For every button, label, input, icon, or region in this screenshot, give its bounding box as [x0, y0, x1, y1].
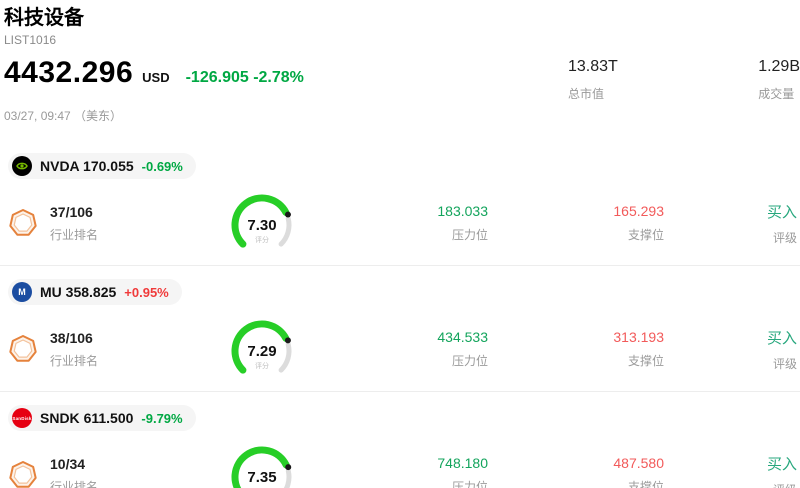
- index-change: -126.905 -2.78%: [185, 69, 304, 86]
- industry-rank-value: 10/34: [50, 455, 86, 472]
- rank-text: 10/34 行业排名: [50, 456, 98, 488]
- score-gauge-wrap: 7.30 评分: [214, 191, 310, 255]
- page-title: 科技设备: [4, 7, 84, 29]
- stock-symbol-price: MU 358.825: [40, 284, 116, 300]
- stock-change: +0.95%: [124, 284, 169, 300]
- support-label: 支撑位: [627, 480, 664, 488]
- score-value: 7.30: [247, 217, 277, 234]
- rating-value: 买入: [766, 203, 797, 221]
- quote-timestamp: 03/27, 09:47 （美东）: [4, 109, 123, 123]
- volume-label: 成交量: [758, 87, 795, 101]
- industry-rank: 37/106 行业排名: [8, 204, 214, 243]
- stock-list: NVDA 170.055 -0.69% 37/106 行业排名: [0, 140, 800, 488]
- resistance-col: 183.033 压力位: [310, 203, 488, 243]
- volume-value: 1.29B: [758, 58, 800, 75]
- score-label: 评分: [255, 237, 269, 244]
- rank-text: 38/106 行业排名: [50, 330, 98, 369]
- rating-col: 买入 评级: [664, 201, 800, 246]
- rating-col: 买入 评级: [664, 453, 800, 488]
- rating-col: 买入 评级: [664, 327, 800, 372]
- resistance-label: 压力位: [451, 228, 488, 242]
- industry-rank-value: 37/106: [50, 203, 93, 220]
- support-col: 313.193 支撑位: [488, 329, 664, 369]
- rating-label: 评级: [772, 356, 797, 371]
- industry-rank-label: 行业排名: [50, 479, 99, 488]
- currency-label: USD: [142, 70, 170, 85]
- score-gauge: 7.35 评分: [222, 443, 302, 488]
- stock-pill[interactable]: NVDA 170.055 -0.69%: [8, 153, 196, 179]
- stock-symbol: SNDK: [40, 410, 80, 426]
- resistance-value: 183.033: [437, 203, 488, 219]
- resistance-col: 434.533 压力位: [310, 329, 488, 369]
- list-id: LIST1016: [4, 33, 57, 47]
- support-col: 165.293 支撑位: [488, 203, 664, 243]
- rating-value: 买入: [766, 455, 797, 473]
- market-cap-value: 13.83T: [568, 58, 618, 75]
- score-value: 7.35: [247, 469, 277, 486]
- rating-label: 评级: [664, 481, 797, 488]
- header: 科技设备 LIST1016 4432.296 USD -126.905 -2.7…: [0, 0, 800, 124]
- stock-price: 358.825: [65, 284, 117, 300]
- industry-rank-label: 行业排名: [50, 353, 99, 368]
- price-row: 4432.296 USD -126.905 -2.78% 13.83T 总市值 …: [4, 56, 800, 102]
- score-gauge-wrap: 7.29 评分: [214, 317, 310, 381]
- stock-symbol: MU: [40, 284, 62, 300]
- nvidia-logo-icon: [12, 156, 32, 176]
- support-label: 支撑位: [627, 354, 664, 368]
- score-gauge-wrap: 7.35 评分: [214, 443, 310, 488]
- stock-metrics: 38/106 行业排名 7.29 评分 434.533 压力位 31: [0, 318, 800, 380]
- stock-pill[interactable]: SanDisk SNDK 611.500 -9.79%: [8, 405, 196, 431]
- industry-rank: 10/34 行业排名: [8, 456, 214, 488]
- support-value: 487.580: [613, 455, 664, 471]
- industry-rank-badge-icon: [8, 334, 38, 364]
- industry-rank: 38/106 行业排名: [8, 330, 214, 369]
- stock-change: -0.69%: [141, 158, 183, 174]
- resistance-col: 748.180 压力位: [310, 455, 488, 488]
- gauge-arc: [222, 191, 302, 255]
- stock-price: 611.500: [83, 410, 134, 426]
- score-gauge: 7.30 评分: [222, 191, 302, 255]
- stock-row-sndk[interactable]: SanDisk SNDK 611.500 -9.79% 10/34 行业排名: [0, 391, 800, 488]
- stock-price: 170.055: [83, 158, 134, 174]
- header-stats: 13.83T 总市值 1.29B 成交量: [568, 56, 800, 102]
- stock-metrics: 10/34 行业排名 7.35 评分 748.180 压力位 487: [0, 444, 800, 488]
- rating-value: 买入: [766, 329, 797, 347]
- stock-change: -9.79%: [141, 410, 183, 426]
- score-gauge: 7.29 评分: [222, 317, 302, 381]
- score-label: 评分: [255, 363, 269, 370]
- industry-rank-badge-icon: [8, 460, 38, 488]
- market-cap-stat: 13.83T 总市值: [568, 58, 618, 102]
- stock-row-nvda[interactable]: NVDA 170.055 -0.69% 37/106 行业排名: [0, 140, 800, 265]
- gauge-arc: [222, 443, 302, 488]
- sandisk-logo-icon: SanDisk: [12, 408, 32, 428]
- industry-rank-value: 38/106: [50, 329, 93, 346]
- gauge-arc: [222, 317, 302, 381]
- support-value: 313.193: [613, 329, 664, 345]
- index-price: 4432.296: [4, 56, 134, 89]
- resistance-value: 748.180: [437, 455, 488, 471]
- support-col: 487.580 支撑位: [488, 455, 664, 488]
- support-label: 支撑位: [627, 228, 664, 242]
- micron-logo-icon: M: [12, 282, 32, 302]
- stock-metrics: 37/106 行业排名 7.30 评分 183.033 压力位 16: [0, 192, 800, 254]
- market-cap-label: 总市值: [568, 87, 605, 101]
- resistance-label: 压力位: [451, 480, 488, 488]
- stock-row-mu[interactable]: M MU 358.825 +0.95% 38/106 行业排名: [0, 265, 800, 391]
- rank-text: 37/106 行业排名: [50, 204, 98, 243]
- stock-pill[interactable]: M MU 358.825 +0.95%: [8, 279, 182, 305]
- support-value: 165.293: [613, 203, 664, 219]
- stock-symbol-price: NVDA 170.055: [40, 158, 134, 174]
- resistance-value: 434.533: [437, 329, 488, 345]
- stock-symbol: NVDA: [40, 158, 80, 174]
- score-value: 7.29: [247, 343, 277, 360]
- industry-rank-label: 行业排名: [50, 227, 99, 242]
- index-price-group: 4432.296 USD -126.905 -2.78%: [4, 56, 304, 90]
- resistance-label: 压力位: [451, 354, 488, 368]
- rating-label: 评级: [772, 230, 797, 245]
- industry-rank-badge-icon: [8, 208, 38, 238]
- stock-symbol-price: SNDK 611.500: [40, 410, 133, 426]
- volume-stat: 1.29B 成交量: [758, 58, 800, 102]
